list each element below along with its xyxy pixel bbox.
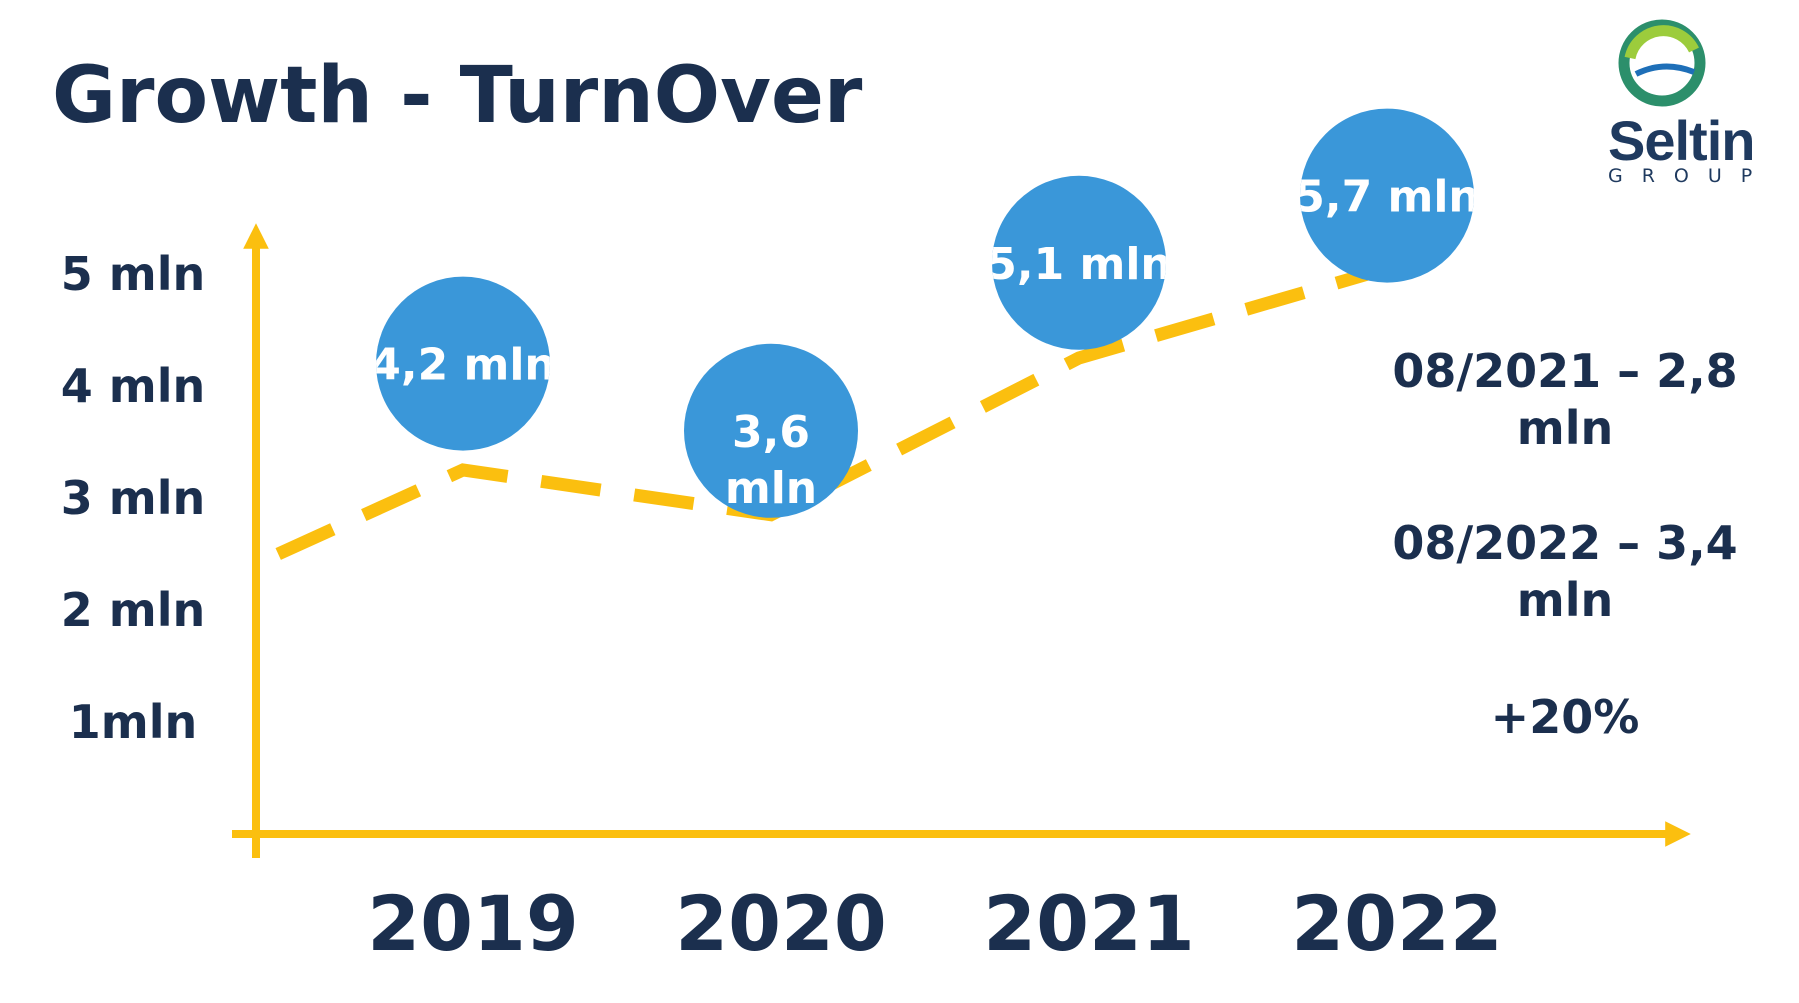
- y-tick-label: 5 mln: [61, 247, 205, 301]
- comparison-notes: 08/2021 – 2,8 mln 08/2022 – 3,4 mln +20%: [1392, 344, 1737, 744]
- note-1-line-1: 08/2021 – 2,8: [1392, 344, 1737, 398]
- value-bubble: 5,7 mln: [1294, 108, 1480, 283]
- x-tick-label: 2019: [367, 879, 579, 968]
- x-tick-label: 2021: [983, 879, 1195, 968]
- seltin-logo: Seltin GROUP: [1608, 19, 1771, 187]
- bubble-value-label: 3,6 mln: [725, 407, 817, 514]
- x-tick-label: 2022: [1291, 879, 1503, 968]
- bubble-circle: [376, 276, 550, 451]
- value-bubbles: 4,2 mln 3,6 mln 5,1 mln 5,7 mln: [370, 108, 1480, 518]
- x-tick-label: 2020: [675, 879, 887, 968]
- logo-swirl-icon: [1618, 19, 1706, 107]
- note-2-line-2: mln: [1517, 573, 1613, 627]
- note-1-line-2: mln: [1517, 401, 1613, 455]
- y-tick-label: 2 mln: [61, 583, 205, 637]
- logo-wordmark: Seltin: [1608, 109, 1754, 172]
- y-tick-labels: 1mln 2 mln 3 mln 4 mln 5 mln: [61, 247, 205, 749]
- bubble-circle: [684, 343, 858, 518]
- bubble-circle: [992, 175, 1166, 350]
- bubble-value-label: 4,2 mln: [370, 340, 556, 391]
- bubble-value-label: 5,1 mln: [986, 239, 1172, 290]
- y-tick-label: 4 mln: [61, 359, 205, 413]
- y-tick-label: 3 mln: [61, 471, 205, 525]
- page-title: Growth - TurnOver: [52, 51, 863, 141]
- growth-percentage: +20%: [1491, 690, 1640, 744]
- logo-subtitle: GROUP: [1608, 165, 1771, 187]
- value-bubble: 4,2 mln: [370, 276, 556, 451]
- x-tick-labels: 2019 2020 2021 2022: [367, 879, 1503, 968]
- bubble-circle: [1300, 108, 1474, 283]
- bubble-value-label: 5,7 mln: [1294, 172, 1480, 223]
- note-2-line-1: 08/2022 – 3,4: [1392, 516, 1737, 570]
- value-bubble: 5,1 mln: [986, 175, 1172, 350]
- y-tick-label: 1mln: [69, 695, 197, 749]
- value-bubble: 3,6 mln: [684, 343, 858, 518]
